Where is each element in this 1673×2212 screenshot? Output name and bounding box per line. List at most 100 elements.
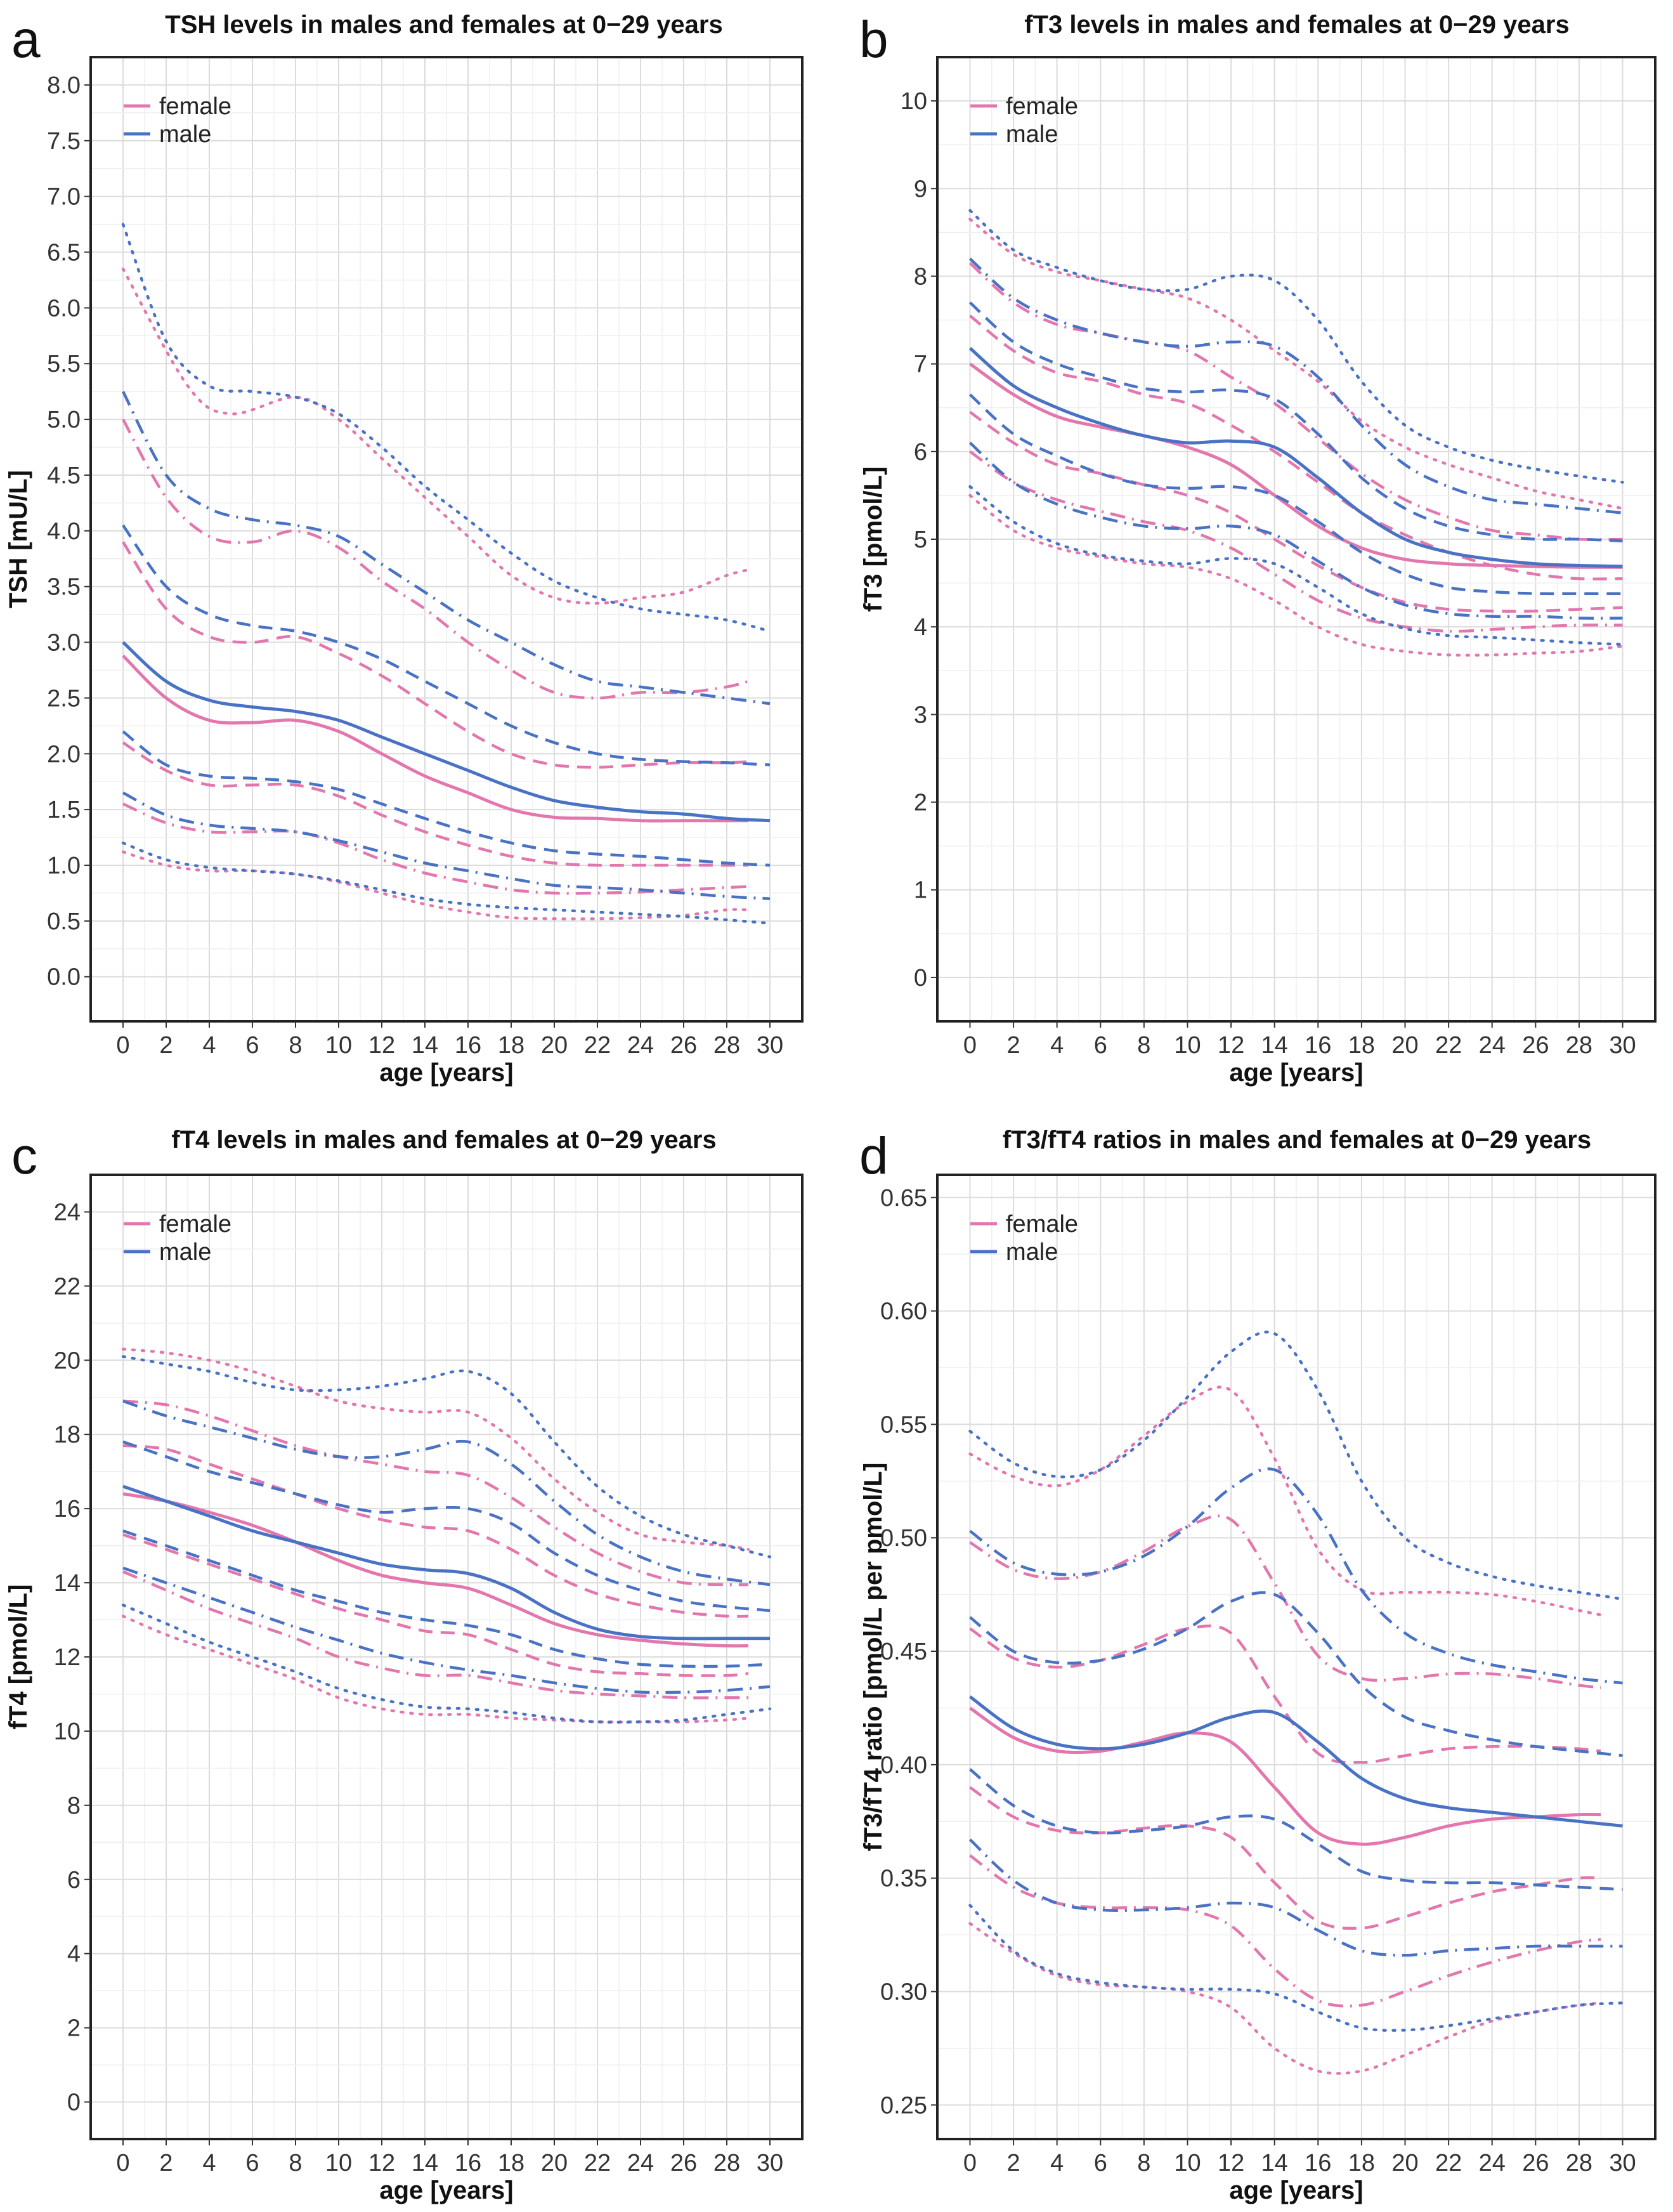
x-tick-label: 14 <box>412 1032 438 1059</box>
x-tick-label: 18 <box>1348 2150 1375 2176</box>
series-line-male-dotdash <box>968 442 1623 620</box>
x-tick-label: 28 <box>1566 2150 1592 2176</box>
chart-title: fT3 levels in males and females at 0−29 … <box>1024 11 1569 39</box>
y-tick-label: 18 <box>54 1422 81 1448</box>
series-line-female-dashed <box>122 1444 749 1618</box>
y-tick-label: 0.35 <box>880 1866 927 1892</box>
x-tick-label: 2 <box>159 2150 173 2176</box>
y-axis: 0 1 2 3 4 5 6 7 8 9 10 fT3 [pmol/L] <box>859 88 937 991</box>
series-line-female-dashed <box>969 314 1623 580</box>
series-line-male-dashed <box>969 1768 1623 1891</box>
panel-a: a TSH levels in males and females at 0−29… <box>4 11 804 1087</box>
series-line-female-solid <box>122 1492 749 1648</box>
x-tick-label: 0 <box>116 1032 129 1059</box>
y-tick-label: 6.0 <box>47 295 81 322</box>
x-tick-label: 6 <box>1094 1032 1107 1059</box>
y-tick-label: 12 <box>54 1644 81 1671</box>
series-line-male-dotdash <box>122 791 771 900</box>
panel-letter: d <box>859 1127 889 1185</box>
x-tick-label: 30 <box>1609 2150 1636 2176</box>
legend-label-male: male <box>1006 1239 1058 1266</box>
series-line-female-dotted <box>121 267 750 605</box>
x-tick-label: 24 <box>1479 1032 1506 1059</box>
series-lines <box>121 223 772 925</box>
series-line-male-dotted <box>968 1904 1624 2032</box>
legend-label-male: male <box>159 1239 211 1266</box>
x-tick-label: 16 <box>455 1032 481 1059</box>
x-tick-label: 8 <box>1137 1032 1150 1059</box>
series-line-female-dotdash <box>122 1570 748 1699</box>
legend-label-male: male <box>159 121 211 148</box>
x-tick-label: 26 <box>670 2150 697 2176</box>
y-tick-label: 7.0 <box>47 184 81 211</box>
y-tick-label: 0.5 <box>47 908 81 935</box>
legend-label-female: female <box>1006 1211 1078 1238</box>
series-line-female-solid <box>969 362 1623 569</box>
chart-title: fT4 levels in males and females at 0−29 … <box>171 1126 716 1154</box>
y-axis: 0.0 0.5 1.0 1.5 2.0 2.5 3.0 3.5 4.0 4.5 5.0 5.5 6.0 6… <box>4 72 91 991</box>
x-tick-label: 26 <box>1522 1032 1549 1059</box>
y-tick-label: 0.50 <box>880 1525 927 1552</box>
x-tick-label: 4 <box>202 1032 216 1059</box>
series-line-female-dotdash <box>969 1514 1601 1689</box>
y-tick-label: 9 <box>914 176 927 202</box>
chart-title: TSH levels in males and females at 0−29 … <box>165 11 722 39</box>
series-line-male-solid <box>122 641 771 823</box>
y-tick-label: 3.0 <box>47 630 81 657</box>
x-tick-label: 6 <box>245 2150 259 2176</box>
panel-b: b fT3 levels in males and females at 0−29… <box>859 11 1657 1087</box>
y-tick-label: 10 <box>901 88 927 115</box>
series-line-male-dotdash <box>968 258 1623 514</box>
series-line-female-dotdash <box>969 1854 1601 2008</box>
gridlines <box>937 1175 1655 2139</box>
x-tick-label: 12 <box>368 2150 395 2176</box>
x-axis-title: age [years] <box>379 1059 513 1087</box>
y-tick-label: 0.30 <box>880 1979 927 2006</box>
x-tick-label: 26 <box>670 1032 697 1059</box>
y-tick-label: 4 <box>914 614 927 641</box>
y-tick-label: 1.5 <box>47 797 81 823</box>
y-tick-label: 14 <box>54 1570 81 1597</box>
x-tick-label: 14 <box>1261 2150 1288 2176</box>
series-line-female-dashed <box>122 541 749 769</box>
x-tick-label: 18 <box>498 1032 524 1059</box>
series-line-female-dashed <box>969 1786 1601 1930</box>
x-tick-label: 6 <box>245 1032 259 1059</box>
x-tick-label: 18 <box>1348 1032 1375 1059</box>
x-axis-title: age [years] <box>1229 2176 1363 2204</box>
series-line-female-dotted <box>968 218 1624 510</box>
series-line-female-dotdash <box>122 419 749 700</box>
x-tick-label: 22 <box>1435 1032 1462 1059</box>
y-tick-label: 0.45 <box>880 1639 927 1665</box>
x-tick-label: 6 <box>1094 2150 1107 2176</box>
x-tick-label: 28 <box>1566 1032 1592 1059</box>
y-tick-label: 5.5 <box>47 351 81 377</box>
series-line-female-dashed <box>122 741 748 867</box>
x-tick-label: 22 <box>1435 2150 1462 2176</box>
x-tick-label: 2 <box>1006 1032 1020 1059</box>
x-tick-label: 0 <box>116 2150 129 2176</box>
series-line-female-dotdash <box>968 262 1623 541</box>
y-tick-label: 22 <box>54 1273 81 1300</box>
y-tick-label: 4 <box>67 1941 81 1968</box>
y-tick-label: 6 <box>914 439 927 466</box>
series-line-male-dashed <box>122 730 771 867</box>
series-line-female-dotted <box>968 494 1624 657</box>
x-tick-label: 2 <box>159 1032 173 1059</box>
x-tick-label: 30 <box>757 2150 783 2176</box>
plot-frame <box>936 1174 1657 2140</box>
y-tick-label: 6 <box>67 1867 81 1894</box>
series-line-female-dotted <box>968 1385 1603 1617</box>
x-tick-label: 22 <box>584 1032 611 1059</box>
series-line-male-dotdash <box>969 1467 1623 1685</box>
series-line-female-dotted <box>121 850 750 920</box>
series-line-female-dashed <box>122 1533 749 1677</box>
x-tick-label: 22 <box>584 2150 611 2176</box>
y-tick-label: 16 <box>54 1496 81 1522</box>
x-tick-label: 24 <box>1479 2150 1506 2176</box>
y-tick-label: 0.0 <box>47 964 81 991</box>
